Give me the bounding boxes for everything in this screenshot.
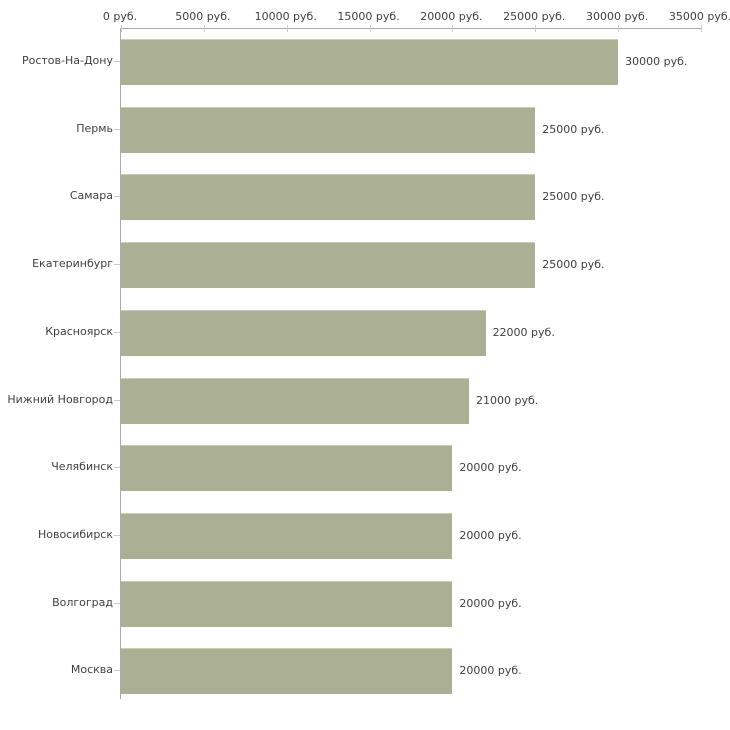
bar-value-label: 25000 руб. xyxy=(542,258,605,272)
bar-value-label: 20000 руб. xyxy=(459,596,522,610)
bar-value-label: 25000 руб. xyxy=(542,122,605,136)
bar-value-label: 20000 руб. xyxy=(459,461,522,475)
y-axis-tick xyxy=(114,534,120,536)
bar-row: 20000 руб. xyxy=(121,638,701,705)
y-axis-tick xyxy=(114,331,120,333)
bar xyxy=(121,309,486,356)
bar xyxy=(121,242,536,289)
plot-area: 30000 руб. 25000 руб. 25000 руб. 25000 руб.… xyxy=(120,25,702,699)
bar-row: 20000 руб. xyxy=(121,571,701,638)
bar-value-label: 20000 руб. xyxy=(459,664,522,678)
bar-row: 25000 руб. xyxy=(121,232,701,299)
y-axis-category-label: Новосибирск xyxy=(37,527,113,541)
x-axis-tick-label: 15000 руб. xyxy=(337,10,400,23)
y-axis-category-label: Красноярск xyxy=(45,324,113,338)
y-axis-tick xyxy=(114,399,120,401)
bar xyxy=(121,377,469,424)
x-axis-tick-label: 25000 руб. xyxy=(503,10,566,23)
x-axis-tick-label: 20000 руб. xyxy=(420,10,483,23)
bar-value-label: 21000 руб. xyxy=(476,393,539,407)
x-axis-tick-labels: 0 руб. 5000 руб. 10000 руб. 15000 руб. 20000… xyxy=(103,10,730,24)
x-axis-tick xyxy=(369,25,371,32)
bar-value-label: 22000 руб. xyxy=(492,325,555,339)
y-axis-category-label: Москва xyxy=(70,663,113,677)
x-axis-tick-label: 5000 руб. xyxy=(175,10,231,23)
y-axis-tick xyxy=(114,467,120,469)
bar xyxy=(121,39,619,85)
y-axis-tick xyxy=(114,264,120,266)
x-axis-tick-label: 0 руб. xyxy=(102,10,138,23)
bar-row: 21000 руб. xyxy=(121,368,701,435)
bar-row: 30000 руб. xyxy=(121,29,701,96)
x-axis-tick xyxy=(203,25,205,32)
x-axis-tick xyxy=(452,25,454,32)
y-axis-category-label: Нижний Новгород xyxy=(7,392,113,406)
bar xyxy=(121,648,453,695)
x-axis-tick xyxy=(121,25,122,32)
bar-value-label: 25000 руб. xyxy=(542,190,605,204)
y-axis-tick xyxy=(114,128,120,130)
y-axis-category-label: Ростов-На-Дону xyxy=(21,54,113,67)
bar xyxy=(121,106,536,153)
y-axis-category-label: Челябинск xyxy=(51,460,113,474)
bar xyxy=(121,580,453,627)
y-axis-category-label: Екатеринбург xyxy=(32,257,113,271)
bar-row: 25000 руб. xyxy=(121,164,701,231)
y-axis-category-label: Самара xyxy=(69,189,113,203)
bar xyxy=(121,445,453,492)
x-axis-tick-label: 35000 руб. xyxy=(668,10,730,23)
y-axis-tick xyxy=(114,670,120,672)
x-axis-tick-label: 10000 руб. xyxy=(254,10,317,23)
x-axis-tick xyxy=(701,25,702,32)
bar-row: 20000 руб. xyxy=(121,503,701,570)
x-axis-tick-label: 30000 руб. xyxy=(586,10,649,23)
bar xyxy=(121,174,536,221)
y-axis-tick xyxy=(114,602,120,604)
y-axis-category-label: Волгоград xyxy=(52,595,113,609)
bar-row: 20000 руб. xyxy=(121,435,701,502)
bar-row: 22000 руб. xyxy=(121,300,701,367)
y-axis-tick xyxy=(114,61,120,62)
y-axis-tick xyxy=(114,196,120,198)
y-axis-category-label: Пермь xyxy=(76,121,113,135)
x-axis-tick xyxy=(286,25,288,32)
x-axis-tick xyxy=(535,25,537,32)
bar-row: 25000 руб. xyxy=(121,97,701,164)
bar xyxy=(121,512,453,559)
bar-value-label: 20000 руб. xyxy=(459,528,522,542)
x-axis-tick xyxy=(618,25,620,32)
bar-value-label: 30000 руб. xyxy=(625,55,688,68)
